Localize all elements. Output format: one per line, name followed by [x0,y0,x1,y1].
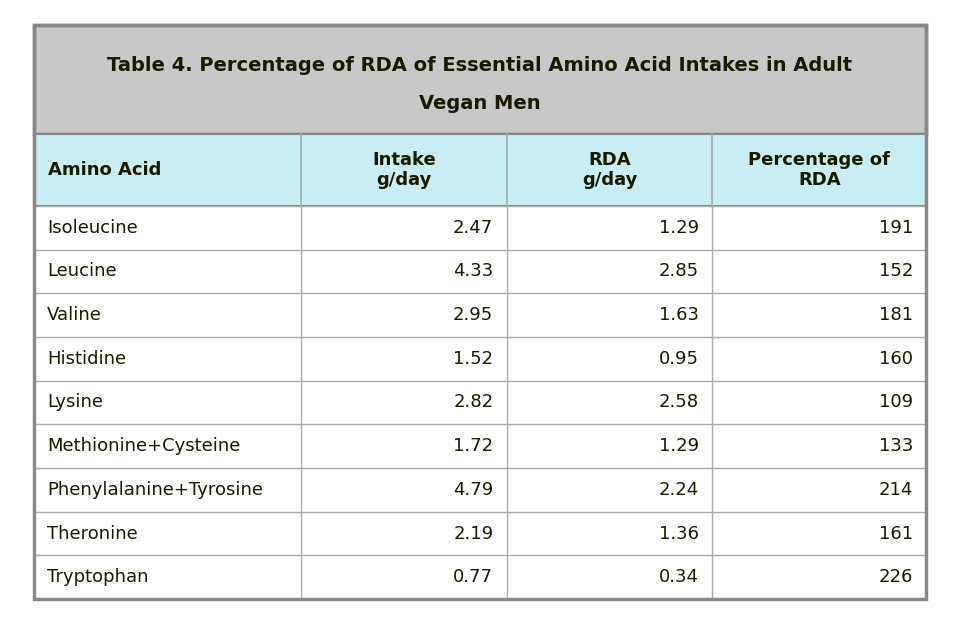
Text: Tryptophan: Tryptophan [47,568,149,586]
Text: 2.95: 2.95 [453,306,493,324]
Text: 181: 181 [878,306,913,324]
Text: 2.85: 2.85 [659,263,699,280]
Text: 1.29: 1.29 [659,219,699,236]
Text: 1.63: 1.63 [659,306,699,324]
Text: 0.77: 0.77 [453,568,493,586]
Text: RDA
g/day: RDA g/day [582,150,637,190]
Text: 4.79: 4.79 [453,481,493,499]
Text: 2.47: 2.47 [453,219,493,236]
Text: Isoleucine: Isoleucine [47,219,138,236]
Text: 2.82: 2.82 [453,394,493,411]
Text: Valine: Valine [47,306,102,324]
Text: 2.24: 2.24 [659,481,699,499]
Text: Amino Acid: Amino Acid [48,161,161,179]
Bar [34,206,926,599]
Text: 1.52: 1.52 [453,350,493,368]
Text: 2.58: 2.58 [659,394,699,411]
Text: 226: 226 [878,568,913,586]
Text: Theronine: Theronine [47,525,138,542]
Text: 191: 191 [878,219,913,236]
Text: Phenylalanine+Tyrosine: Phenylalanine+Tyrosine [47,481,263,499]
Text: 1.36: 1.36 [659,525,699,542]
Text: Intake
g/day: Intake g/day [372,150,436,190]
Text: 0.95: 0.95 [659,350,699,368]
Text: 160: 160 [879,350,913,368]
Text: Methionine+Cysteine: Methionine+Cysteine [47,437,240,455]
Text: 1.72: 1.72 [453,437,493,455]
Text: Lysine: Lysine [47,394,103,411]
Text: Table 4. Percentage of RDA of Essential Amino Acid Intakes in Adult: Table 4. Percentage of RDA of Essential … [108,56,852,76]
Text: Percentage of
RDA: Percentage of RDA [749,150,890,190]
Text: 1.29: 1.29 [659,437,699,455]
Text: 152: 152 [878,263,913,280]
Text: 161: 161 [878,525,913,542]
Text: 2.19: 2.19 [453,525,493,542]
Text: 133: 133 [878,437,913,455]
Text: 4.33: 4.33 [453,263,493,280]
Text: 214: 214 [878,481,913,499]
Text: 0.34: 0.34 [659,568,699,586]
Bar [34,134,926,206]
Bar [34,25,926,134]
Text: Vegan Men: Vegan Men [420,94,540,113]
Text: Leucine: Leucine [47,263,117,280]
Text: Histidine: Histidine [47,350,126,368]
Text: 109: 109 [878,394,913,411]
